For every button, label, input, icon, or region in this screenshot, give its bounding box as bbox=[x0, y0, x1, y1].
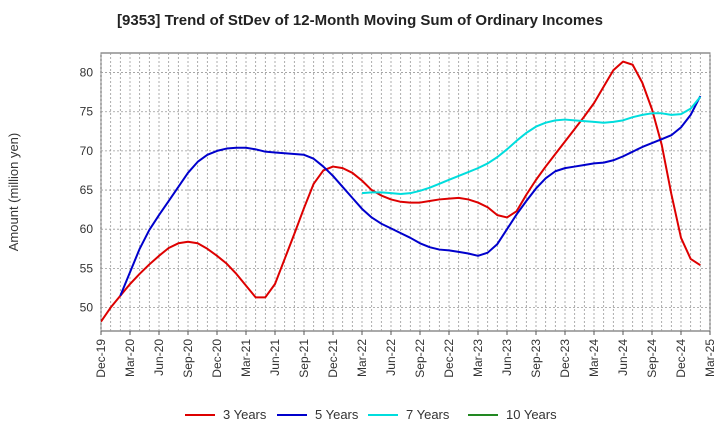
x-tick-label: Mar-25 bbox=[703, 339, 717, 377]
x-tick-label: Sep-21 bbox=[297, 339, 311, 378]
x-tick-label: Dec-19 bbox=[94, 339, 108, 378]
x-tick-label: Jun-23 bbox=[500, 339, 514, 376]
y-tick-label: 50 bbox=[80, 301, 94, 315]
x-tick-label: Sep-23 bbox=[529, 339, 543, 378]
series-line-5-years bbox=[119, 95, 702, 297]
y-tick-label: 75 bbox=[80, 105, 94, 119]
x-tick-label: Jun-22 bbox=[384, 339, 398, 376]
legend-label: 7 Years bbox=[406, 407, 450, 422]
y-tick-label: 70 bbox=[80, 144, 94, 158]
x-tick-label: Mar-23 bbox=[471, 339, 485, 377]
legend-label: 10 Years bbox=[506, 407, 557, 422]
x-tick-label: Jun-24 bbox=[616, 339, 630, 376]
x-tick-label: Sep-20 bbox=[181, 339, 195, 378]
x-tick-label: Jun-20 bbox=[152, 339, 166, 376]
x-tick-label: Dec-20 bbox=[210, 339, 224, 378]
series-line-7-years bbox=[361, 96, 702, 195]
x-tick-label: Dec-21 bbox=[326, 339, 340, 378]
x-tick-label: Sep-24 bbox=[645, 339, 659, 378]
y-tick-label: 80 bbox=[80, 66, 94, 80]
x-tick-label: Dec-24 bbox=[674, 339, 688, 378]
x-tick-label: Mar-20 bbox=[123, 339, 137, 377]
legend-label: 5 Years bbox=[315, 407, 359, 422]
y-tick-label: 60 bbox=[80, 222, 94, 236]
x-tick-label: Jun-21 bbox=[268, 339, 282, 376]
x-tick-label: Mar-22 bbox=[355, 339, 369, 377]
x-tick-label: Dec-22 bbox=[442, 339, 456, 378]
y-tick-label: 65 bbox=[80, 183, 94, 197]
plot-area bbox=[100, 52, 711, 332]
x-tick-label: Mar-24 bbox=[587, 339, 601, 377]
x-tick-label: Mar-21 bbox=[239, 339, 253, 377]
y-axis-label: Amount (million yen) bbox=[6, 133, 21, 252]
x-tick-label: Dec-23 bbox=[558, 339, 572, 378]
x-tick-label: Sep-22 bbox=[413, 339, 427, 378]
series-line-3-years bbox=[101, 60, 701, 323]
chart-title: [9353] Trend of StDev of 12-Month Moving… bbox=[117, 12, 603, 29]
y-tick-label: 55 bbox=[80, 261, 94, 275]
legend-label: 3 Years bbox=[223, 407, 267, 422]
